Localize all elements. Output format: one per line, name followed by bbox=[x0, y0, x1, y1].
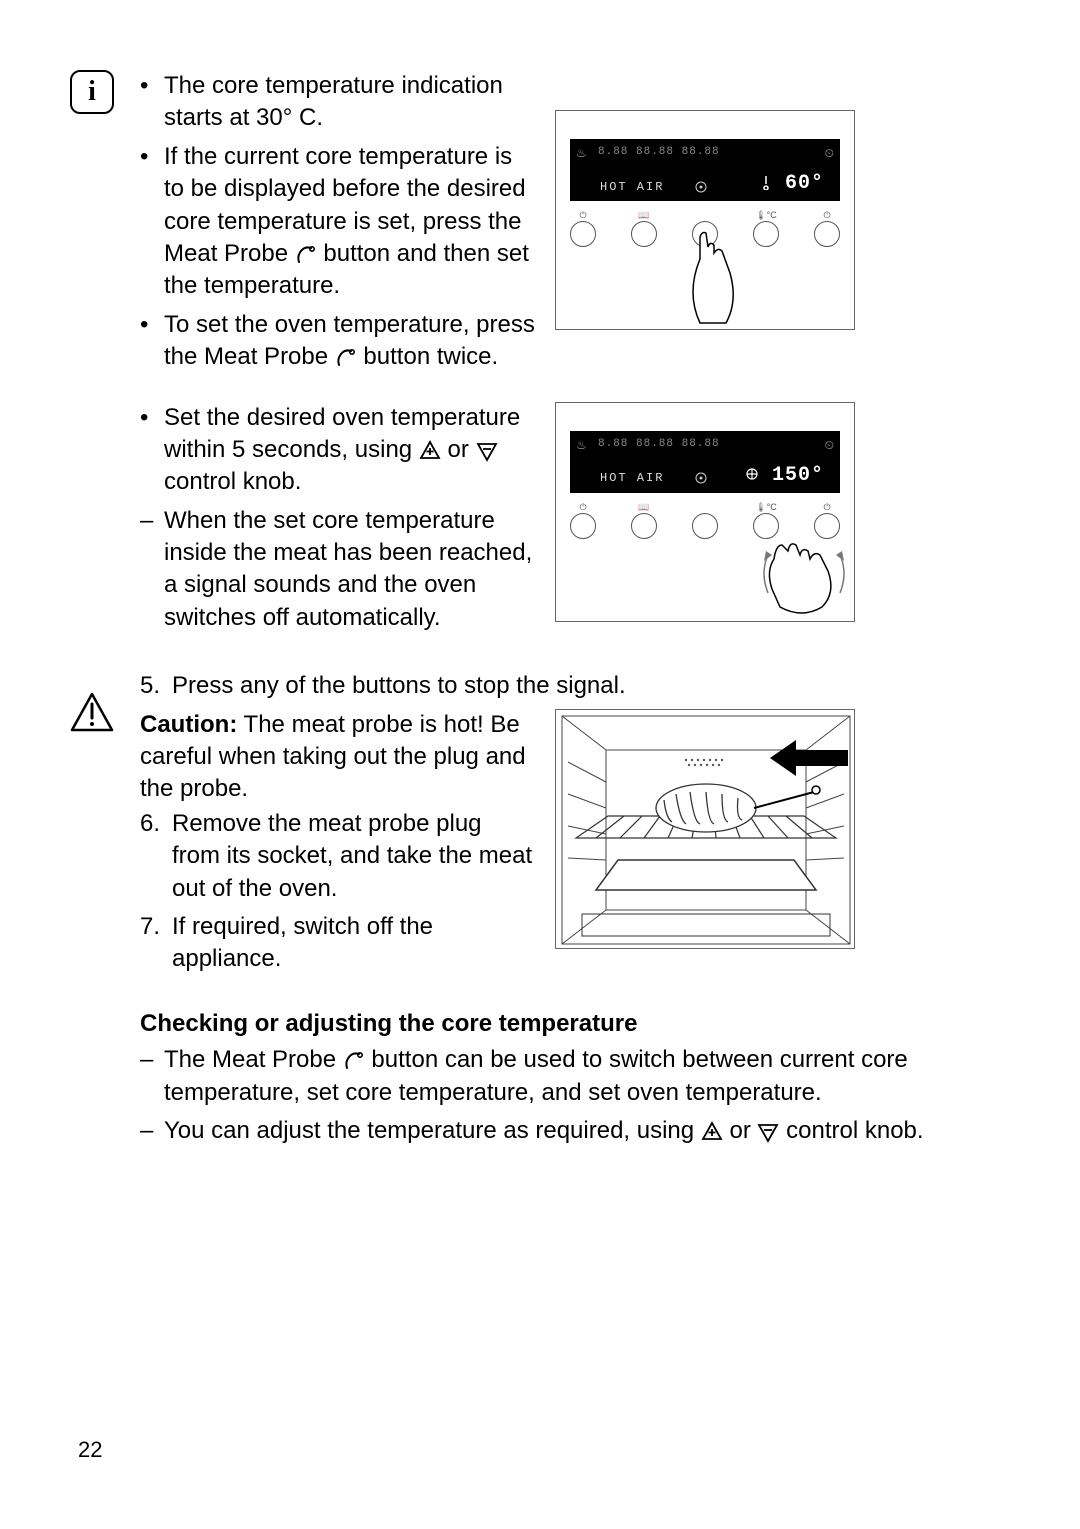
knob bbox=[570, 221, 596, 247]
bullet-text: The core temperature indication starts a… bbox=[164, 70, 535, 135]
oven-display: ♨ 8.88 88.88 88.88 ⏲ HOT AIR 150° bbox=[570, 431, 840, 493]
step-text: Press any of the buttons to stop the sig… bbox=[172, 670, 1010, 702]
control-panel-illustration-1: ♨ 8.88 88.88 88.88 ⏲ HOT AIR 60° ⏻ 📖 🌡°C… bbox=[555, 110, 855, 330]
caution-block: Caution: The meat probe is hot! Be caref… bbox=[70, 709, 1010, 982]
info-icon: i bbox=[70, 70, 114, 114]
fan-heat-icon bbox=[745, 466, 759, 482]
fan-icon bbox=[692, 471, 710, 485]
dash-text: You can adjust the temperature as requir… bbox=[164, 1115, 1010, 1147]
dash-text: The Meat Probe button can be used to swi… bbox=[164, 1044, 1010, 1109]
info-text: • The core temperature indication starts… bbox=[140, 70, 535, 380]
bullet-item: • The core temperature indication starts… bbox=[140, 70, 535, 135]
section-heading: Checking or adjusting the core temperatu… bbox=[140, 1008, 1010, 1040]
step-text: Remove the meat probe plug from its sock… bbox=[172, 808, 535, 905]
dash-text: When the set core temperature inside the… bbox=[164, 505, 535, 635]
thermometer-icon bbox=[760, 174, 772, 190]
checking-section: Checking or adjusting the core temperatu… bbox=[140, 1008, 1010, 1148]
set-temp-text: • Set the desired oven temperature withi… bbox=[140, 402, 535, 641]
manual-page: i • The core temperature indication star… bbox=[0, 0, 1080, 1529]
step-5-row: 5. Press any of the buttons to stop the … bbox=[140, 670, 1010, 702]
bullet-item: • To set the oven temperature, press the… bbox=[140, 309, 535, 374]
warning-icon bbox=[70, 692, 114, 732]
dash-item: – When the set core temperature inside t… bbox=[140, 505, 535, 635]
knob bbox=[631, 513, 657, 539]
display-mode: HOT AIR bbox=[600, 470, 664, 486]
display-mode: HOT AIR bbox=[600, 179, 664, 195]
knob bbox=[631, 221, 657, 247]
page-number: 22 bbox=[78, 1435, 102, 1465]
step-text: If required, switch off the appliance. bbox=[172, 911, 535, 976]
bullet-text: If the current core temperature is to be… bbox=[164, 141, 535, 303]
caution-text-col: Caution: The meat probe is hot! Be caref… bbox=[140, 709, 535, 982]
knob bbox=[692, 513, 718, 539]
bullet-item: • Set the desired oven temperature withi… bbox=[140, 402, 535, 499]
oven-interior-illustration bbox=[555, 709, 855, 949]
display-segments: 8.88 88.88 88.88 bbox=[598, 437, 720, 452]
info-bullets-block: • The core temperature indication starts… bbox=[70, 70, 1010, 380]
display-temp: 150° bbox=[745, 462, 824, 489]
turn-knob-hand-icon bbox=[762, 531, 852, 621]
bullet-item: • If the current core temperature is to … bbox=[140, 141, 535, 303]
finger-press-icon bbox=[686, 229, 740, 329]
knob bbox=[814, 221, 840, 247]
display-temp: 60° bbox=[760, 170, 824, 197]
caution-label: Caution: bbox=[140, 711, 237, 738]
knob bbox=[753, 221, 779, 247]
control-panel-illustration-2: ♨ 8.88 88.88 88.88 ⏲ HOT AIR 150° ⏻ 📖 🌡°… bbox=[555, 402, 855, 622]
oven-display: ♨ 8.88 88.88 88.88 ⏲ HOT AIR 60° bbox=[570, 139, 840, 201]
display-segments: 8.88 88.88 88.88 bbox=[598, 145, 720, 160]
bullet-text: Set the desired oven temperature within … bbox=[164, 402, 535, 499]
set-temp-block: • Set the desired oven temperature withi… bbox=[70, 402, 1010, 641]
knob bbox=[570, 513, 596, 539]
bullet-text: To set the oven temperature, press the M… bbox=[164, 309, 535, 374]
fan-icon bbox=[692, 180, 710, 194]
